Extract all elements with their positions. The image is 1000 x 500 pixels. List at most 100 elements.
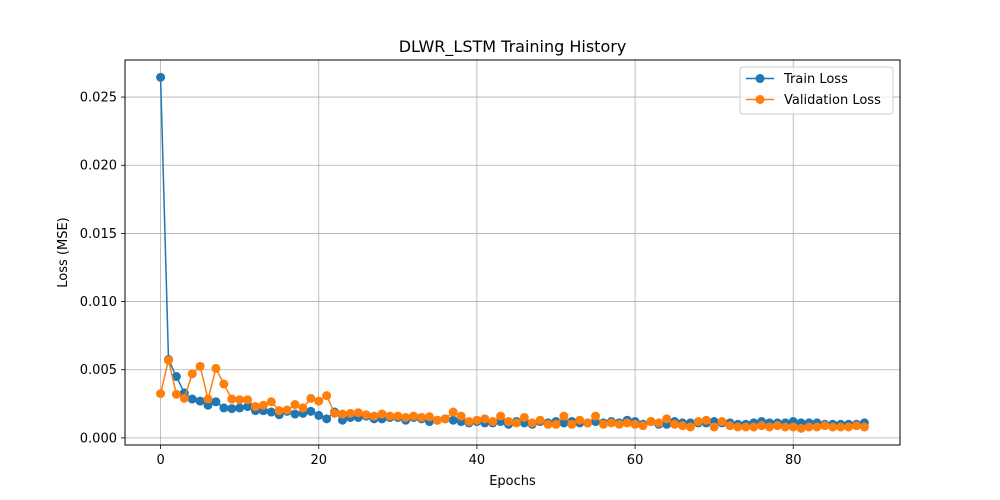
data-point-validation-loss: [828, 422, 838, 432]
data-point-validation-loss: [780, 422, 790, 432]
y-tick-label: 0.025: [80, 91, 117, 106]
data-point-validation-loss: [203, 394, 213, 404]
data-point-validation-loss: [567, 419, 577, 429]
data-point-validation-loss: [424, 412, 434, 422]
data-point-validation-loss: [171, 389, 181, 399]
legend-marker-train: [755, 74, 765, 83]
data-point-validation-loss: [678, 421, 688, 431]
data-point-validation-loss: [733, 422, 743, 432]
x-tick-label: 60: [627, 453, 644, 468]
data-point-validation-loss: [353, 408, 363, 418]
data-point-validation-loss: [290, 400, 300, 410]
data-point-train-loss: [187, 394, 197, 404]
data-point-validation-loss: [393, 411, 403, 421]
x-tick-label: 80: [785, 453, 802, 468]
data-point-validation-loss: [820, 421, 830, 431]
data-point-train-loss: [266, 407, 276, 417]
data-point-validation-loss: [788, 422, 798, 432]
data-point-validation-loss: [511, 418, 521, 428]
data-point-validation-loss: [330, 408, 340, 418]
data-point-validation-loss: [227, 394, 237, 404]
data-point-validation-loss: [345, 408, 355, 418]
y-axis-label: Loss (MSE): [56, 217, 71, 287]
data-point-validation-loss: [440, 414, 450, 424]
data-point-validation-loss: [195, 361, 205, 371]
data-point-train-loss: [290, 409, 300, 419]
data-point-validation-loss: [662, 414, 672, 424]
x-axis-label: Epochs: [489, 474, 536, 489]
data-point-validation-loss: [464, 417, 474, 427]
data-point-validation-loss: [796, 423, 806, 433]
data-point-validation-loss: [725, 421, 735, 431]
data-point-validation-loss: [852, 421, 862, 431]
data-point-validation-loss: [519, 412, 529, 422]
data-point-train-loss: [322, 414, 332, 424]
data-point-train-loss: [211, 397, 221, 407]
data-point-validation-loss: [859, 422, 869, 432]
data-point-train-loss: [219, 403, 229, 413]
data-point-validation-loss: [409, 411, 419, 421]
plot-frame: [124, 59, 901, 446]
chart-title: DLWR_LSTM Training History: [399, 37, 627, 57]
data-point-validation-loss: [812, 422, 822, 432]
data-point-validation-loss: [282, 405, 292, 415]
data-point-validation-loss: [432, 415, 442, 425]
series-layer: [156, 72, 869, 433]
data-point-validation-loss: [670, 419, 680, 429]
data-point-validation-loss: [456, 411, 466, 421]
data-point-validation-loss: [598, 419, 608, 429]
data-point-train-loss: [243, 402, 253, 412]
data-point-train-loss: [156, 72, 166, 82]
data-point-validation-loss: [693, 417, 703, 427]
data-point-validation-loss: [401, 412, 411, 422]
data-point-validation-loss: [551, 419, 561, 429]
data-point-validation-loss: [741, 422, 751, 432]
data-point-validation-loss: [322, 391, 332, 401]
data-point-validation-loss: [266, 397, 276, 407]
data-point-validation-loss: [614, 419, 624, 429]
data-point-validation-loss: [543, 419, 553, 429]
data-point-train-loss: [306, 406, 316, 416]
legend-label-train: Train Loss: [783, 72, 848, 87]
data-point-train-loss: [171, 372, 181, 382]
data-point-validation-loss: [591, 411, 601, 421]
data-point-validation-loss: [606, 418, 616, 428]
data-point-validation-loss: [496, 411, 506, 421]
data-point-train-loss: [235, 403, 245, 413]
data-point-validation-loss: [646, 417, 656, 427]
data-point-validation-loss: [187, 369, 197, 379]
data-point-validation-loss: [472, 415, 482, 425]
data-point-validation-loss: [298, 403, 308, 413]
data-point-validation-loss: [504, 417, 514, 427]
data-point-validation-loss: [488, 417, 498, 427]
data-point-validation-loss: [575, 415, 585, 425]
data-point-validation-loss: [163, 355, 173, 365]
data-point-validation-loss: [417, 412, 427, 422]
data-point-validation-loss: [480, 414, 490, 424]
data-point-validation-loss: [314, 396, 324, 406]
y-tick-label: 0.000: [80, 431, 117, 446]
data-point-validation-loss: [274, 406, 284, 416]
x-tick-label: 20: [310, 453, 327, 468]
data-point-validation-loss: [219, 379, 229, 389]
data-point-validation-loss: [156, 389, 166, 399]
data-point-train-loss: [448, 415, 458, 425]
data-point-validation-loss: [685, 422, 695, 432]
x-tick-label: 0: [156, 453, 164, 468]
data-point-validation-loss: [630, 419, 640, 429]
data-point-validation-loss: [638, 421, 648, 431]
data-point-train-loss: [559, 418, 569, 428]
data-point-train-loss: [227, 404, 237, 414]
data-point-validation-loss: [583, 418, 593, 428]
data-point-validation-loss: [749, 422, 759, 432]
ticks: 0 20 40 60 80 0.000 0.005 0.010 0.015 0.020 0.025: [80, 91, 802, 468]
y-tick-label: 0.015: [80, 227, 117, 242]
data-point-validation-loss: [836, 422, 846, 432]
legend-label-validation: Validation Loss: [784, 93, 881, 108]
data-point-validation-loss: [448, 407, 458, 417]
data-point-validation-loss: [243, 395, 253, 405]
data-point-validation-loss: [622, 418, 632, 428]
data-point-validation-loss: [527, 418, 537, 428]
legend: Train Loss Validation Loss: [739, 66, 894, 115]
